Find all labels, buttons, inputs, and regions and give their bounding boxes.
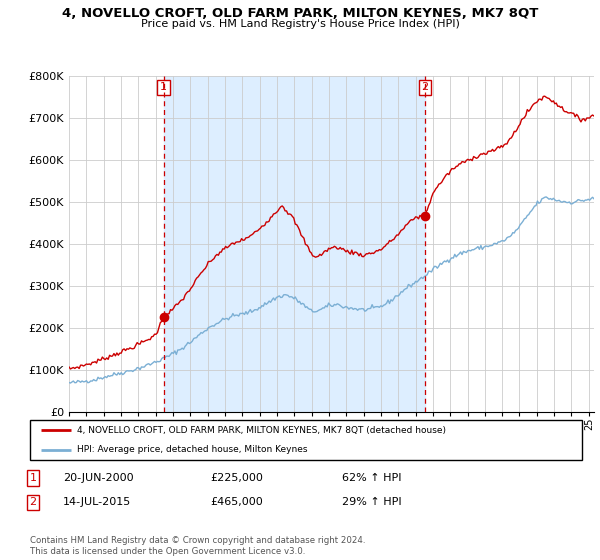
Text: 1: 1 xyxy=(160,82,167,92)
Bar xyxy=(164,76,425,412)
Text: This data is licensed under the Open Government Licence v3.0.: This data is licensed under the Open Gov… xyxy=(30,547,305,556)
Text: Price paid vs. HM Land Registry's House Price Index (HPI): Price paid vs. HM Land Registry's House … xyxy=(140,19,460,29)
Text: £225,000: £225,000 xyxy=(210,473,263,483)
Text: 2: 2 xyxy=(29,497,37,507)
FancyBboxPatch shape xyxy=(30,420,582,460)
Text: HPI: Average price, detached house, Milton Keynes: HPI: Average price, detached house, Milt… xyxy=(77,445,307,454)
Text: 20-JUN-2000: 20-JUN-2000 xyxy=(63,473,134,483)
Text: 2: 2 xyxy=(421,82,428,92)
Text: 14-JUL-2015: 14-JUL-2015 xyxy=(63,497,131,507)
Text: 62% ↑ HPI: 62% ↑ HPI xyxy=(342,473,401,483)
Text: 1: 1 xyxy=(29,473,37,483)
Text: 29% ↑ HPI: 29% ↑ HPI xyxy=(342,497,401,507)
Text: £465,000: £465,000 xyxy=(210,497,263,507)
Text: 4, NOVELLO CROFT, OLD FARM PARK, MILTON KEYNES, MK7 8QT: 4, NOVELLO CROFT, OLD FARM PARK, MILTON … xyxy=(62,7,538,20)
Text: 4, NOVELLO CROFT, OLD FARM PARK, MILTON KEYNES, MK7 8QT (detached house): 4, NOVELLO CROFT, OLD FARM PARK, MILTON … xyxy=(77,426,446,435)
Text: Contains HM Land Registry data © Crown copyright and database right 2024.: Contains HM Land Registry data © Crown c… xyxy=(30,536,365,545)
